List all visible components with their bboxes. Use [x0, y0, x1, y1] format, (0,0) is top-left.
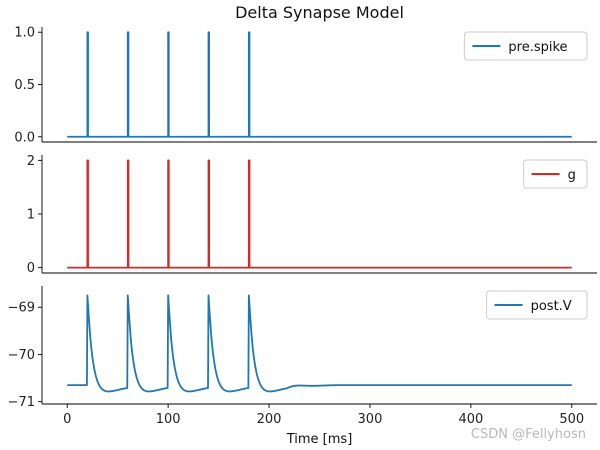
legend-label: post.V	[531, 299, 572, 314]
y-tick-label-post: −70	[8, 348, 35, 363]
y-tick-label-pre: 1.0	[14, 26, 35, 41]
subplot-g: 0 1 2 g	[27, 154, 597, 276]
y-tick-label-g: 0	[27, 261, 35, 276]
y-tick-label-pre: 0.5	[14, 78, 35, 93]
x-tick-label: 400	[458, 412, 483, 427]
x-tick-label: 0	[63, 412, 71, 427]
y-tick-label-g: 1	[27, 208, 35, 223]
x-tick-label: 500	[559, 412, 584, 427]
legend-box	[486, 290, 588, 320]
y-tick-label-post: −69	[8, 301, 35, 316]
x-tick-label: 300	[358, 412, 383, 427]
legend-g: g	[523, 159, 588, 189]
series-line-g	[67, 159, 572, 269]
legend-label: pre.spike	[508, 40, 567, 55]
watermark: CSDN @Fellyhosn	[470, 427, 586, 442]
legend-label: g	[568, 168, 576, 183]
x-axis-label: Time [ms]	[286, 432, 353, 447]
series-line-pre	[67, 31, 572, 138]
x-tick-label: 200	[257, 412, 282, 427]
y-tick-label-pre: 0.0	[14, 130, 35, 145]
y-tick-label-g: 2	[27, 154, 35, 169]
subplot-pre: 0.0 0.5 1.0 pre.spike	[14, 26, 597, 145]
legend-box	[463, 31, 588, 61]
legend-post: post.V	[486, 290, 588, 320]
x-tick-label: 100	[156, 412, 181, 427]
legend-pre: pre.spike	[463, 31, 588, 61]
series-line-post	[66, 294, 573, 393]
y-tick-label-post: −71	[8, 395, 35, 410]
subplot-post: −71 −70 −69 post.V	[8, 286, 597, 410]
chart-title: Delta Synapse Model	[235, 3, 404, 22]
axes-layer: 0.0 0.5 1.0 pre.spike 0 1 2 g −71 −70 −69 post.V 0 10…	[8, 26, 597, 427]
